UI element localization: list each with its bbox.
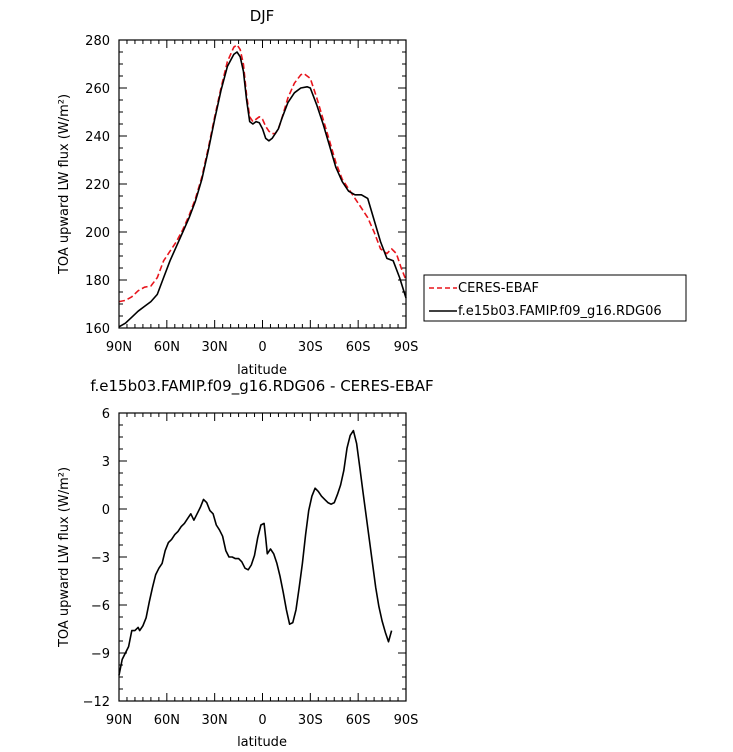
legend: CERES-EBAF f.e15b03.FAMIP.f09_g16.RDG06 xyxy=(423,274,687,322)
x-tick-label: 60S xyxy=(346,340,371,355)
series-line-0-1 xyxy=(118,51,407,328)
top-y-axis-label: TOA upward LW flux (W/m²) xyxy=(57,94,72,275)
top-panel: DJF 90N 60N 30N 0 30S 60S 90S 160 180 200 220 240 2… xyxy=(57,7,418,378)
top-series-group xyxy=(118,44,407,328)
y-tick-label: 160 xyxy=(85,322,110,337)
x-tick-label: 0 xyxy=(258,713,266,728)
top-x-axis-label: latitude xyxy=(237,363,287,378)
y-tick-label: 3 xyxy=(102,455,110,470)
x-tick-label: 90S xyxy=(394,713,419,728)
y-tick-label: −6 xyxy=(91,599,110,614)
y-tick-label: 240 xyxy=(85,130,110,145)
legend-label-ceres: CERES-EBAF xyxy=(458,281,539,296)
x-tick-label: 30S xyxy=(298,713,323,728)
x-tick-label: 0 xyxy=(258,340,266,355)
y-tick-label: 200 xyxy=(85,226,110,241)
x-tick-label: 30N xyxy=(202,340,228,355)
x-tick-label: 90N xyxy=(106,340,132,355)
y-tick-label: 280 xyxy=(85,34,110,49)
bottom-chart-title: f.e15b03.FAMIP.f09_g16.RDG06 - CERES-EBA… xyxy=(90,377,433,396)
top-y-tick-labels: 160 180 200 220 240 260 280 xyxy=(85,34,110,337)
y-tick-label: 180 xyxy=(85,274,110,289)
bottom-x-axis-label: latitude xyxy=(237,735,287,750)
bottom-plot-frame xyxy=(118,412,407,702)
x-tick-label: 60S xyxy=(346,713,371,728)
bottom-x-tick-labels: 90N 60N 30N 0 30S 60S 90S xyxy=(106,713,419,728)
y-tick-label: 0 xyxy=(102,503,110,518)
y-tick-label: −9 xyxy=(91,647,110,662)
y-tick-label: −12 xyxy=(83,695,110,710)
bottom-y-axis-label: TOA upward LW flux (W/m²) xyxy=(57,467,72,648)
x-tick-label: 90S xyxy=(394,340,419,355)
series-line-0-0 xyxy=(118,44,407,303)
top-plot-frame xyxy=(118,39,407,329)
bottom-axis-ticks xyxy=(118,412,407,702)
legend-label-model: f.e15b03.FAMIP.f09_g16.RDG06 xyxy=(458,304,662,319)
y-tick-label: 6 xyxy=(102,407,110,422)
top-axis-ticks xyxy=(118,39,407,329)
series-line-1-0 xyxy=(118,429,393,676)
bottom-y-tick-labels: −12 −9 −6 −3 0 3 6 xyxy=(83,407,110,710)
legend-box xyxy=(423,274,687,322)
bottom-panel: f.e15b03.FAMIP.f09_g16.RDG06 - CERES-EBA… xyxy=(57,377,434,750)
x-tick-label: 30N xyxy=(202,713,228,728)
y-tick-label: −3 xyxy=(91,551,110,566)
top-chart-title: DJF xyxy=(250,7,275,25)
top-x-tick-labels: 90N 60N 30N 0 30S 60S 90S xyxy=(106,340,419,355)
y-tick-label: 220 xyxy=(85,178,110,193)
bottom-series-group xyxy=(118,429,393,676)
x-tick-label: 60N xyxy=(154,713,180,728)
y-tick-label: 260 xyxy=(85,82,110,97)
x-tick-label: 60N xyxy=(154,340,180,355)
x-tick-label: 30S xyxy=(298,340,323,355)
x-tick-label: 90N xyxy=(106,713,132,728)
